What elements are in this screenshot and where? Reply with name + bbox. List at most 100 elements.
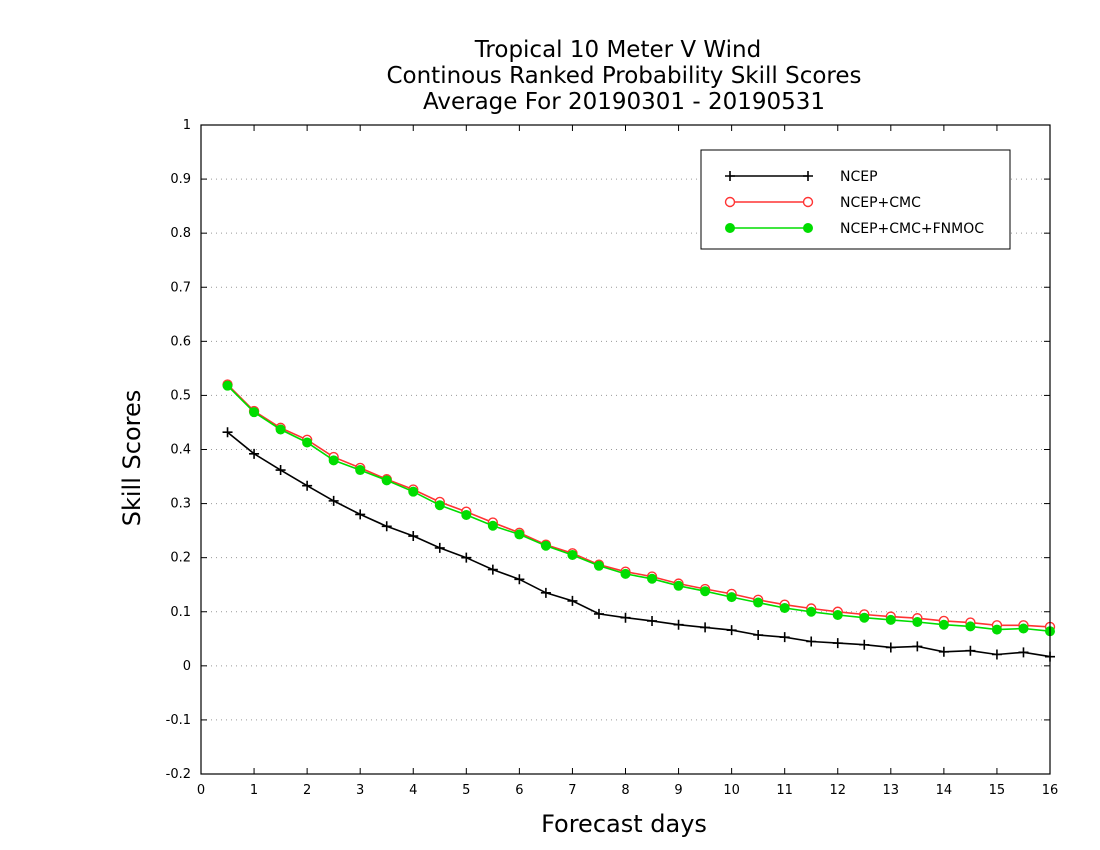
data-point	[593, 608, 604, 619]
data-point	[806, 636, 817, 647]
x-axis-ticks: 0 1 2 3 4 5 6 7 8 9 10 11 12 13 14 15 16	[197, 125, 1058, 798]
y-tick-label: 0.4	[170, 443, 191, 458]
data-point	[620, 612, 631, 623]
data-point	[859, 612, 870, 623]
data-point	[912, 617, 923, 628]
data-point	[938, 646, 949, 657]
series-layer	[222, 379, 1056, 662]
data-point	[461, 509, 472, 520]
data-point	[487, 520, 498, 531]
data-point	[275, 465, 286, 476]
y-tick-label: 0.6	[170, 334, 191, 349]
title-line-2: Continous Ranked Probability Skill Score…	[386, 63, 861, 89]
y-tick-label: 0.1	[170, 605, 191, 620]
data-point	[832, 638, 843, 649]
series-line	[226, 385, 1051, 632]
y-tick-label: 0	[183, 659, 191, 674]
x-tick-label: 9	[674, 783, 682, 798]
data-point	[567, 549, 578, 560]
x-tick-label: 16	[1042, 783, 1059, 798]
series-ncep-cmc	[222, 379, 1056, 633]
y-tick-label: 0.5	[170, 388, 191, 403]
x-tick-label: 3	[356, 783, 364, 798]
series-ncep-cmc-fnmoc	[222, 380, 1055, 637]
plot-frame	[200, 124, 1051, 775]
data-point	[487, 564, 498, 575]
x-axis-label: Forecast days	[541, 810, 707, 838]
x-tick-label: 15	[989, 783, 1006, 798]
data-point	[912, 641, 923, 652]
x-tick-label: 10	[723, 783, 740, 798]
data-point	[859, 639, 870, 650]
data-point	[1018, 623, 1029, 634]
data-point	[673, 580, 684, 591]
title-line-1: Tropical 10 Meter V Wind	[474, 37, 761, 63]
data-point	[724, 196, 736, 208]
data-point	[726, 625, 737, 636]
data-point	[275, 424, 286, 435]
x-tick-label: 8	[621, 783, 629, 798]
legend-item-ncep-cmc: NCEP+CMC	[724, 195, 921, 211]
y-tick-label: 1	[183, 118, 191, 133]
x-tick-label: 13	[883, 783, 900, 798]
y-axis-label: Skill Scores	[118, 390, 146, 527]
y-tick-label: 0.7	[170, 280, 191, 295]
data-point	[885, 614, 896, 625]
data-point	[938, 619, 949, 630]
series-line	[226, 384, 1051, 628]
legend-label: NCEP+CMC	[840, 195, 921, 211]
data-point	[222, 427, 233, 438]
chart-title: Tropical 10 Meter V Wind Continous Ranke…	[386, 37, 861, 115]
data-point	[381, 475, 392, 486]
legend-item-ncep: NCEP	[725, 169, 878, 185]
data-point	[779, 602, 790, 613]
data-point	[302, 480, 313, 491]
data-point	[726, 592, 737, 603]
data-point	[802, 196, 814, 208]
data-point	[381, 521, 392, 532]
data-point	[753, 630, 764, 641]
y-tick-label: 0.8	[170, 226, 191, 241]
data-point	[965, 621, 976, 632]
x-tick-label: 12	[829, 783, 846, 798]
x-tick-label: 11	[776, 783, 793, 798]
legend-label: NCEP+CMC+FNMOC	[840, 221, 984, 237]
data-point	[567, 595, 578, 606]
data-point	[514, 529, 525, 540]
x-tick-label: 14	[936, 783, 953, 798]
legend-label: NCEP	[840, 169, 878, 185]
data-point	[803, 223, 813, 233]
title-line-3: Average For 20190301 - 20190531	[423, 89, 825, 115]
data-point	[302, 437, 313, 448]
x-tick-label: 0	[197, 783, 205, 798]
data-point	[540, 587, 551, 598]
data-point	[965, 645, 976, 656]
x-tick-label: 1	[250, 783, 258, 798]
y-tick-label: 0.2	[170, 551, 191, 566]
x-tick-label: 2	[303, 783, 311, 798]
data-point	[700, 586, 711, 597]
data-point	[647, 615, 658, 626]
data-point	[779, 632, 790, 643]
data-point	[991, 649, 1002, 660]
legend-item-ncep-cmc-fnmoc: NCEP+CMC+FNMOC	[725, 221, 984, 237]
legend-box	[700, 149, 1011, 250]
x-tick-label: 7	[568, 783, 576, 798]
data-point	[1018, 647, 1029, 658]
data-point	[514, 574, 525, 585]
data-point	[673, 619, 684, 630]
data-point	[803, 171, 813, 181]
data-point	[249, 407, 260, 418]
data-point	[434, 542, 445, 553]
data-point	[753, 597, 764, 608]
data-point	[540, 540, 551, 551]
data-point	[355, 465, 366, 476]
data-point	[700, 622, 711, 633]
data-point	[355, 509, 366, 520]
y-tick-label: -0.2	[166, 767, 191, 782]
data-point	[620, 568, 631, 579]
data-point	[222, 380, 233, 391]
data-point	[434, 500, 445, 511]
data-point	[725, 171, 735, 181]
